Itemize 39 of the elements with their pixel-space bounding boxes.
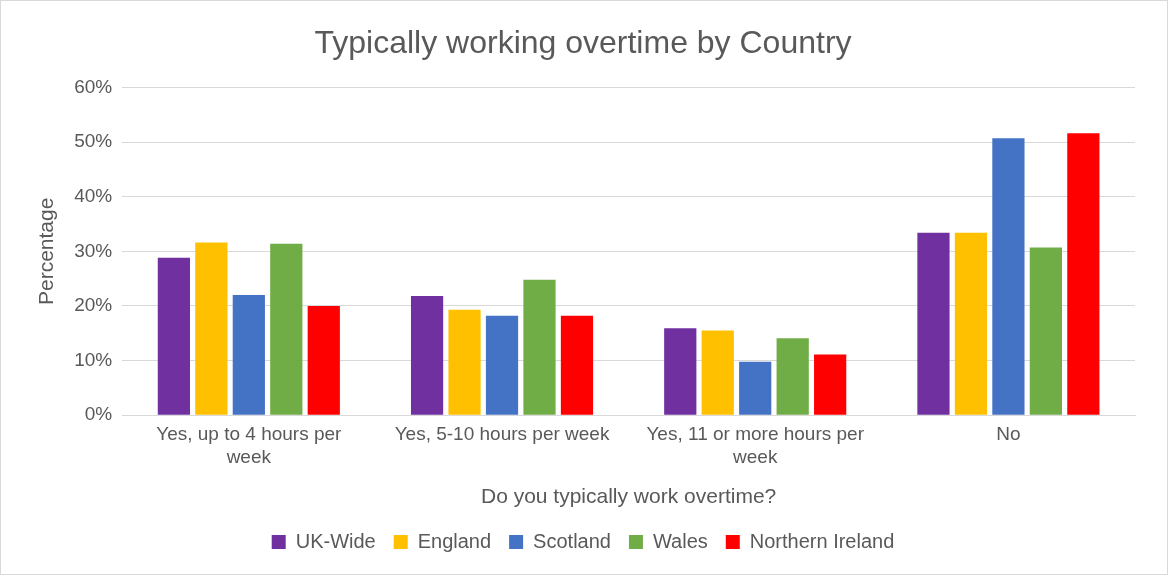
- chart-title: Typically working overtime by Country: [314, 24, 852, 61]
- legend-label: Northern Ireland: [749, 529, 895, 552]
- bar: [560, 315, 594, 415]
- bar: [1029, 247, 1062, 415]
- bar: [307, 305, 340, 415]
- y-axis-title: Percentage: [34, 197, 58, 306]
- bar: [232, 295, 265, 415]
- bar: [270, 243, 303, 415]
- bar: [917, 232, 950, 415]
- bar: [814, 354, 847, 415]
- legend-label: Scotland: [533, 529, 611, 552]
- bar: [410, 296, 444, 415]
- y-tick-label: 50%: [74, 130, 113, 152]
- bar: [448, 309, 481, 415]
- bar: [664, 328, 697, 415]
- x-tick-label: Yes, 5-10 hours per week: [394, 422, 610, 444]
- y-tick-label: 20%: [74, 294, 113, 316]
- bar: [701, 330, 734, 415]
- x-tick-label: Yes, 11 or more hours per week: [646, 422, 865, 467]
- y-tick-label: 10%: [74, 348, 113, 370]
- bar: [776, 338, 809, 415]
- legend-label: England: [417, 529, 492, 552]
- bar: [954, 232, 988, 415]
- bar: [992, 138, 1025, 415]
- x-tick-label: Yes, up to 4 hours per week: [156, 422, 343, 467]
- x-axis-title: Do you typically work overtime?: [480, 484, 777, 508]
- bar: [739, 361, 772, 415]
- legend-label: UK-Wide: [295, 529, 376, 552]
- y-tick-label: 30%: [74, 239, 113, 261]
- bar: [195, 242, 228, 415]
- y-tick-label: 40%: [74, 184, 113, 206]
- bar: [523, 279, 556, 415]
- y-tick-label: 0%: [84, 403, 113, 425]
- legend-label: Wales: [652, 529, 708, 552]
- bar: [157, 257, 190, 415]
- bar: [1067, 133, 1100, 415]
- x-tick-label: No: [996, 422, 1021, 444]
- y-tick-label: 60%: [74, 75, 113, 97]
- bar: [485, 315, 519, 415]
